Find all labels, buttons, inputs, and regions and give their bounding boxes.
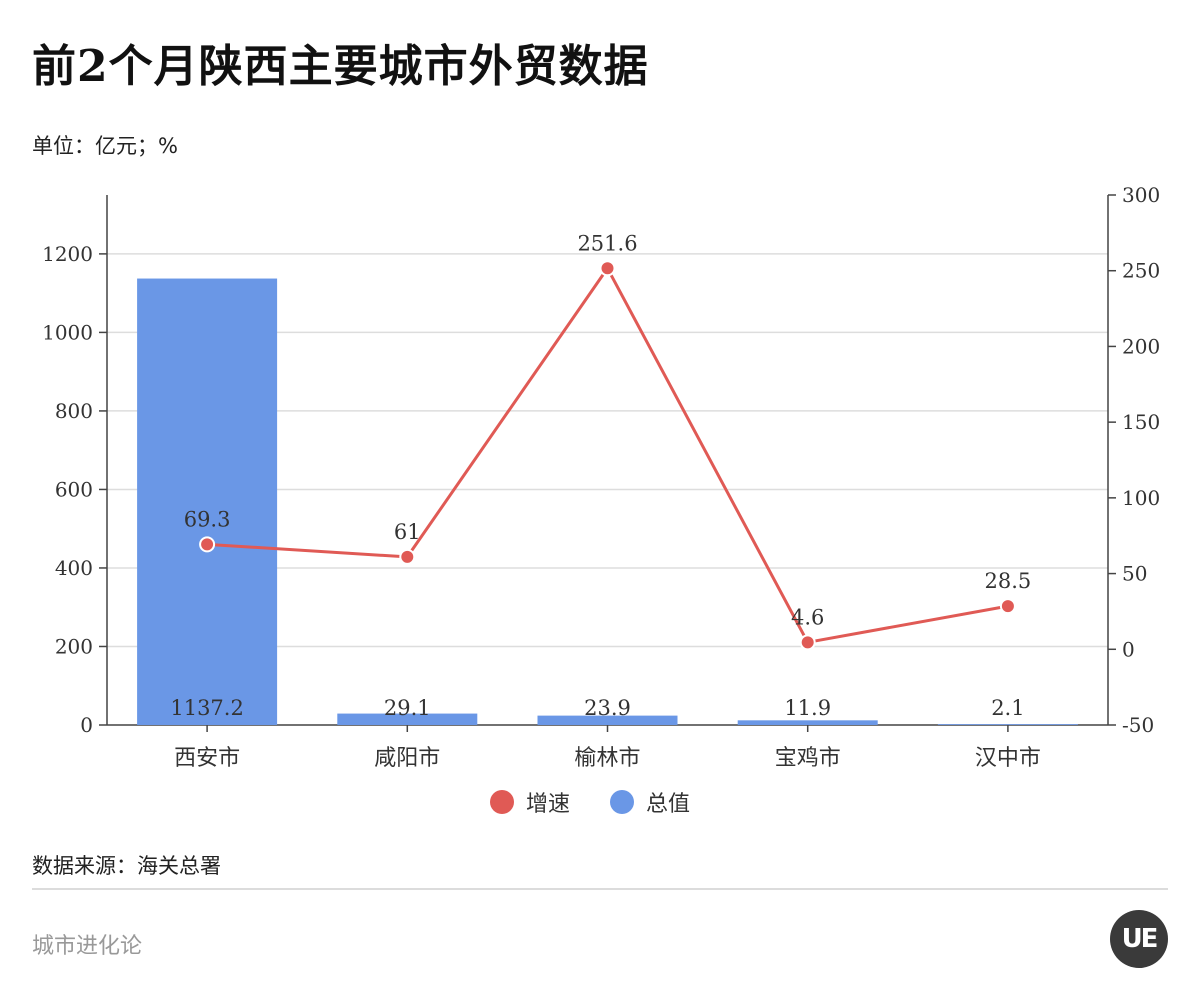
- growth-value-label: 4.6: [791, 605, 824, 629]
- bar-value-label: 11.9: [784, 696, 831, 720]
- category-label: 咸阳市: [374, 746, 440, 771]
- left-tick-label: 400: [55, 556, 93, 580]
- left-tick-label: 1000: [42, 320, 93, 344]
- chart-title: 前2个月陕西主要城市外贸数据: [32, 41, 649, 92]
- growth-point: [199, 536, 216, 553]
- left-tick-label: 1200: [42, 242, 93, 266]
- right-tick-label: 100: [1122, 486, 1160, 510]
- source-note: 数据来源：海关总署: [32, 854, 221, 878]
- left-tick-label: 600: [55, 477, 93, 501]
- right-tick-label: 50: [1122, 562, 1147, 586]
- growth-point: [999, 598, 1016, 615]
- bar: [737, 720, 878, 725]
- bar-value-label: 23.9: [584, 696, 631, 720]
- growth-point: [399, 548, 416, 565]
- left-tick-label: 0: [80, 713, 93, 737]
- legend-growth-swatch: [490, 790, 514, 814]
- growth-point: [799, 634, 816, 651]
- growth-value-label: 61: [394, 520, 421, 544]
- legend-total-label: 总值: [646, 792, 691, 817]
- category-label: 西安市: [174, 746, 240, 771]
- right-tick-label: 0: [1122, 637, 1135, 661]
- right-tick-label: -50: [1122, 713, 1154, 737]
- legend-item-growth[interactable]: 增速: [490, 786, 570, 818]
- left-tick-label: 200: [55, 634, 93, 658]
- bar-value-label: 2.1: [991, 696, 1024, 720]
- legend-item-total[interactable]: 总值: [610, 786, 690, 818]
- combo-chart: 0 200 400 600 800 1000 1200 -50 0 50 100 150 200 250 3…: [42, 183, 1160, 771]
- growth-value-label: 251.6: [577, 231, 637, 255]
- growth-value-label: 69.3: [184, 507, 231, 531]
- brand-name: 城市进化论: [32, 934, 143, 959]
- bar: [537, 715, 678, 725]
- category-label: 宝鸡市: [775, 746, 841, 771]
- divider: [32, 888, 1168, 890]
- category-label: 汉中市: [975, 746, 1041, 771]
- right-tick-label: 200: [1122, 334, 1160, 358]
- bar: [337, 713, 478, 725]
- growth-point: [599, 260, 616, 277]
- right-tick-label: 250: [1122, 259, 1160, 283]
- bar-value-label: 1137.2: [170, 696, 243, 720]
- unit-label: 单位：亿元；%: [32, 134, 178, 158]
- bar-value-label: 29.1: [384, 696, 431, 720]
- left-tick-label: 800: [55, 399, 93, 423]
- legend-total-swatch: [610, 790, 635, 814]
- growth-value-label: 28.5: [985, 569, 1032, 593]
- right-tick-label: 150: [1122, 410, 1160, 434]
- legend: 增速 总值: [490, 786, 690, 818]
- brand-logo: UE: [1110, 910, 1168, 968]
- legend-growth-label: 增速: [526, 792, 571, 817]
- right-tick-label: 300: [1122, 183, 1160, 207]
- bar: [937, 724, 1078, 725]
- growth-line: [207, 266, 1009, 644]
- category-label: 榆林市: [574, 746, 640, 771]
- bar: [137, 278, 278, 725]
